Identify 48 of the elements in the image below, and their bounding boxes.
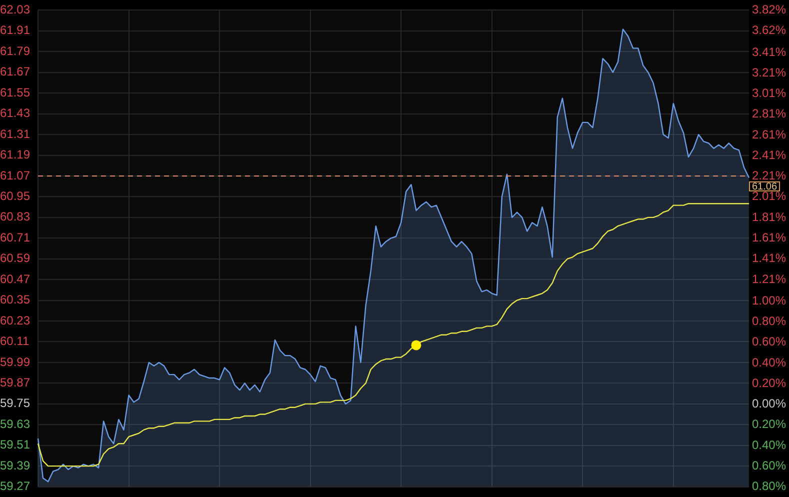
y2-tick-label: 1.21%: [752, 272, 786, 286]
y2-tick-label: 2.61%: [752, 127, 786, 142]
y2-tick-label: 1.00%: [752, 293, 786, 308]
y-tick-label: 61.91: [0, 23, 30, 38]
y-tick-label: 60.47: [0, 272, 30, 286]
y2-tick-label: 1.61%: [752, 230, 786, 244]
y2-tick-label: 0.40%: [752, 438, 786, 452]
y2-tick-label: 0.60%: [752, 458, 786, 472]
y2-tick-label: 2.41%: [752, 148, 786, 162]
y2-tick-label: 0.40%: [752, 355, 786, 370]
y2-tick-label: 1.41%: [752, 251, 786, 266]
y-tick-label: 61.43: [0, 106, 30, 120]
y-tick-label: 62.03: [0, 2, 30, 17]
y-tick-label: 60.35: [0, 292, 30, 307]
y-tick-label: 59.63: [0, 416, 30, 431]
y2-tick-label: 2.81%: [752, 106, 786, 121]
y-tick-label: 59.51: [0, 438, 30, 452]
y2-tick-label: 0.20%: [752, 376, 786, 390]
y-tick-label: 59.99: [0, 354, 30, 369]
y-tick-label: 60.11: [0, 334, 30, 348]
y-tick-label: 60.59: [0, 251, 30, 266]
text: 61.06: [752, 182, 778, 193]
y2-tick-label: 0.80%: [752, 479, 786, 494]
y2-tick-label: 3.21%: [752, 65, 786, 80]
y2-tick-label: 1.81%: [752, 210, 786, 224]
y2-tick-label: 3.01%: [752, 86, 786, 100]
y2-tick-label: 0.00%: [752, 396, 786, 411]
y2-tick-label: 3.41%: [752, 44, 786, 59]
y2-tick-label: 3.82%: [752, 2, 786, 17]
y2-tick-label: 2.21%: [752, 168, 786, 183]
y2-tick-label: 0.80%: [752, 314, 786, 328]
y-tick-label: 60.71: [0, 230, 30, 244]
y-tick-label: 61.55: [0, 85, 30, 100]
y-tick-label: 60.83: [0, 210, 30, 224]
y-tick-label: 59.27: [0, 479, 30, 494]
y-tick-label: 60.95: [0, 189, 30, 204]
y-tick-label: 61.67: [0, 64, 30, 79]
y-tick-label: 60.23: [0, 313, 30, 328]
y-tick-label: 61.31: [0, 126, 30, 141]
y-tick-label: 61.07: [0, 168, 30, 182]
y-tick-label: 61.79: [0, 44, 30, 58]
y-tick-label: 61.19: [0, 148, 30, 162]
y-tick-label: 59.75: [0, 396, 30, 410]
y-tick-label: 59.87: [0, 376, 30, 390]
y2-tick-label: 3.62%: [752, 23, 786, 38]
y2-tick-label: 0.20%: [752, 417, 786, 432]
y-tick-label: 59.39: [0, 458, 30, 472]
y2-tick-label: 0.60%: [752, 334, 786, 349]
